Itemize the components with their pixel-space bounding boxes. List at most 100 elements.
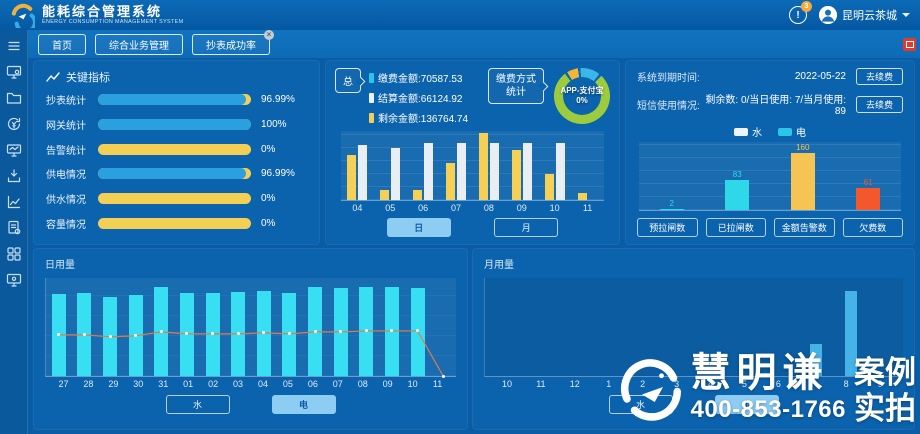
renew-button-2[interactable]: 去续费: [855, 95, 903, 113]
monthly-usage-panel: 月用量 10 11 12 1 2 3 4 5 6 7 8 9 水电: [472, 248, 915, 430]
monthly-usage-chart: [484, 278, 903, 377]
indicator-value: 96.99%: [261, 93, 295, 105]
tab-2[interactable]: 综合业务管理: [95, 33, 183, 55]
bar-column: 2: [639, 142, 705, 210]
daily-toggle-2[interactable]: 电: [271, 395, 336, 414]
payment-toggle-2[interactable]: 月: [494, 218, 559, 237]
line-point: [57, 333, 61, 337]
indicator-row: 容量情况 0%: [46, 216, 307, 231]
line-point: [236, 332, 240, 336]
notification-icon[interactable]: ! 3: [789, 1, 812, 24]
donut-center-label: APP-支付宝: [560, 86, 604, 96]
payment-bar-chart: [341, 131, 604, 201]
tab-1[interactable]: 首页: [38, 33, 86, 55]
alarm-bar-chart: 2 83 160 61: [639, 142, 901, 211]
app-logo-icon: [10, 3, 37, 34]
progress-bar: [98, 143, 251, 155]
monthly-usage-toggle: 水电: [484, 395, 903, 414]
progress-bar: [98, 168, 251, 180]
bar-column: [868, 278, 903, 376]
app-title: 能耗综合管理系统: [42, 3, 163, 19]
alarm-button-1[interactable]: 预拉闸数: [637, 218, 698, 237]
monitor-gear-icon[interactable]: [6, 64, 22, 80]
tab-close-icon[interactable]: ×: [264, 29, 274, 40]
indicator-value: 0%: [261, 193, 276, 205]
user-name: 昆明云茶城: [842, 10, 897, 22]
folder-icon[interactable]: [6, 90, 22, 106]
expire-label: 系统到期时间:: [637, 73, 700, 84]
legend-item: 缴费金额:70587.53: [369, 70, 480, 85]
menu-icon[interactable]: [6, 38, 22, 54]
daily-usage-chart: [45, 278, 456, 378]
line-point: [108, 335, 112, 339]
daily-usage-toggle: 水电: [45, 395, 456, 414]
bar-value-label: 83: [732, 170, 742, 180]
line-point: [416, 329, 420, 333]
payment-panel: 总 缴费金额:70587.53 结算金额:66124.92 剩余金额:136764.…: [325, 60, 620, 245]
sms-usage: 剩余数: 0/当日使用: 7/当月使用: 89: [705, 95, 846, 117]
monitor-settings-icon[interactable]: [6, 272, 22, 288]
user-menu[interactable]: 昆明云茶城: [819, 6, 910, 24]
key-indicators-title: 关键指标: [66, 72, 110, 84]
monthly-usage-title: 月用量: [484, 260, 514, 271]
legend-item: 结算金额:66124.92: [369, 90, 480, 105]
bar-group: [374, 131, 407, 200]
line-chart-icon[interactable]: [6, 194, 22, 210]
indicator-row: 网关统计 100%: [46, 117, 307, 132]
monitor-wave-icon[interactable]: [6, 142, 22, 158]
payment-method-button[interactable]: 缴费方式统计: [488, 68, 544, 104]
app-subtitle: ENERGY CONSUMPTION MANAGEMENT SYSTEM: [42, 19, 184, 25]
progress-bar: [98, 193, 251, 205]
indicator-value: 100%: [261, 118, 287, 130]
refresh-money-icon[interactable]: [6, 116, 22, 132]
indicator-value: 0%: [261, 143, 276, 155]
tab-list: 首页 综合业务管理 抄表成功率 ×: [38, 29, 274, 55]
line-point: [82, 333, 86, 337]
grid-icon[interactable]: [6, 246, 22, 262]
sidebar: [0, 30, 28, 434]
indicator-value: 0%: [261, 218, 276, 230]
line-point: [134, 334, 138, 338]
legend-item: 水: [734, 124, 762, 139]
bar-column: [485, 278, 520, 376]
line-point: [364, 329, 368, 333]
bar-group: [571, 131, 604, 200]
indicator-label: 容量情况: [46, 220, 86, 232]
bar-group: [473, 131, 506, 200]
payment-toggle-1[interactable]: 日: [386, 218, 451, 237]
bar-column: [659, 278, 694, 376]
chevron-down-icon: [902, 13, 910, 17]
alarm-button-3[interactable]: 金额告警数: [774, 218, 835, 237]
bar-column: [520, 278, 555, 376]
monthly-toggle-1[interactable]: 水: [608, 395, 673, 414]
system-panel: 系统到期时间: 2022-05-22 去续费 短信使用情况: 剩余数: 0/当日…: [625, 60, 915, 245]
document-gear-icon[interactable]: [6, 220, 22, 236]
bar-column: 61: [836, 142, 902, 210]
legend-item: 剩余金额:136764.74: [369, 110, 480, 125]
progress-bar: [98, 93, 251, 105]
total-button[interactable]: 总: [335, 68, 361, 93]
bar-column: [624, 278, 659, 376]
alarm-button-4[interactable]: 欠费数: [842, 218, 903, 237]
fullscreen-button[interactable]: [903, 38, 916, 51]
alarm-buttons: 预拉闸数 已拉闸数 金额告警数 欠费数: [637, 218, 903, 237]
monthly-toggle-2[interactable]: 电: [714, 395, 779, 414]
bar-group: [538, 131, 571, 200]
bar-column: [833, 278, 868, 376]
daily-toggle-1[interactable]: 水: [165, 395, 230, 414]
bar-group: [407, 131, 440, 200]
line-point: [313, 330, 317, 334]
tab-3[interactable]: 抄表成功率 ×: [192, 29, 274, 55]
line-point: [185, 332, 189, 336]
download-box-icon[interactable]: [6, 168, 22, 184]
renew-button-1[interactable]: 去续费: [855, 68, 903, 85]
daily-usage-title: 日用量: [45, 260, 75, 271]
bar-column: [589, 278, 624, 376]
line-point: [390, 329, 394, 333]
bar-value-label: 160: [796, 142, 810, 152]
bar-column: [798, 278, 833, 376]
sms-label: 短信使用情况:: [637, 100, 700, 112]
tab-label: 首页: [52, 40, 72, 52]
tab-label: 抄表成功率: [206, 40, 256, 52]
alarm-button-2[interactable]: 已拉闸数: [705, 218, 766, 237]
